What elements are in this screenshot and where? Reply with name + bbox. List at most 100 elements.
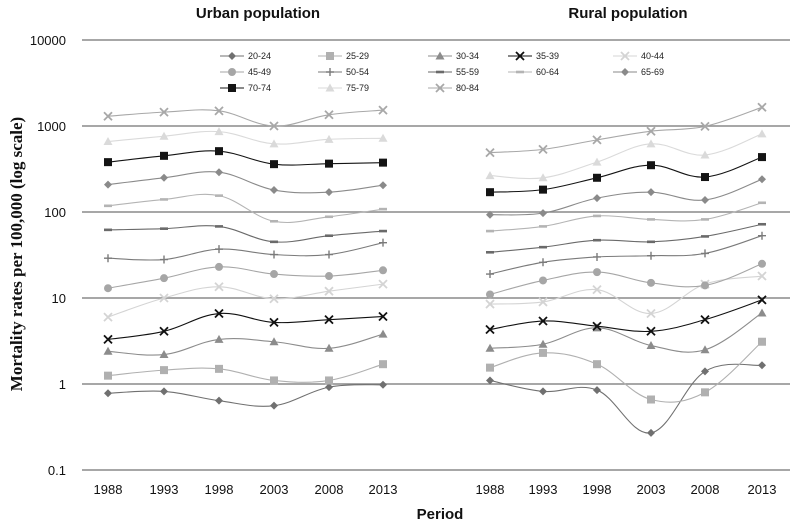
series-line-35-39	[489, 299, 763, 333]
data-point-30-34	[700, 345, 710, 354]
data-point-25-29	[758, 337, 766, 346]
legend-marker	[228, 84, 236, 92]
data-point-70-74	[539, 185, 547, 194]
x-tick-label: 2008	[315, 482, 344, 497]
series-line-55-59	[489, 223, 763, 253]
data-point-40-44	[159, 293, 169, 303]
data-point-60-64	[647, 218, 655, 221]
y-tick-label: 100	[44, 205, 66, 220]
data-point-65-69	[215, 168, 223, 177]
series-line-20-24	[107, 384, 384, 407]
x-tick-label: 2003	[637, 482, 666, 497]
data-point-70-74	[379, 158, 387, 167]
panel-title-rural: Rural population	[568, 5, 687, 22]
series-line-50-54	[107, 242, 384, 261]
data-point-55-59	[270, 240, 278, 244]
legend-label: 60-64	[536, 67, 559, 77]
data-point-35-39	[646, 326, 656, 336]
legend-item-60-64: 60-64	[508, 67, 559, 77]
data-point-45-49	[701, 281, 709, 290]
series-line-45-49	[107, 266, 384, 289]
data-point-55-59	[104, 228, 112, 232]
x-axis-label: Period	[417, 506, 464, 523]
legend-label: 80-84	[456, 83, 479, 93]
data-point-55-59	[486, 250, 494, 254]
data-point-35-39	[159, 326, 169, 336]
series-line-80-84	[107, 109, 384, 127]
data-point-25-29	[593, 360, 601, 369]
data-point-40-44	[103, 312, 113, 322]
data-point-60-64	[593, 214, 601, 218]
data-point-45-49	[379, 266, 387, 275]
series-line-70-74	[107, 150, 384, 166]
grid-layer: 0.1 1 10 100 1000 10000 1988 1993 1998 2003 2008 20…	[30, 33, 790, 497]
data-point-50-54	[104, 254, 112, 263]
series-line-80-84	[489, 106, 763, 154]
legend-item-35-39: 35-39	[508, 51, 559, 61]
data-point-65-69	[104, 180, 112, 189]
data-point-70-74	[160, 151, 168, 160]
data-point-40-44	[646, 308, 656, 319]
data-point-60-64	[160, 198, 168, 201]
data-point-30-34	[103, 346, 113, 355]
data-point-20-24	[325, 383, 333, 392]
data-point-80-84	[592, 135, 602, 145]
series-line-35-39	[107, 312, 384, 340]
x-tick-label: 1993	[150, 482, 179, 497]
series-line-65-69	[107, 171, 384, 194]
data-point-60-64	[215, 194, 223, 197]
data-point-35-39	[324, 315, 334, 325]
legend-marker	[326, 68, 334, 76]
series-line-60-64	[489, 202, 763, 232]
data-point-55-59	[539, 245, 547, 249]
data-point-55-59	[160, 227, 168, 230]
data-point-80-84	[269, 121, 279, 131]
data-point-50-54	[647, 251, 655, 260]
data-point-70-74	[701, 173, 709, 182]
data-point-80-84	[159, 107, 169, 117]
data-point-45-49	[647, 278, 655, 287]
data-point-35-39	[538, 316, 548, 326]
legend-marker	[435, 83, 445, 93]
legend-marker	[436, 70, 444, 74]
legend-item-65-69: 65-69	[613, 67, 664, 77]
data-point-45-49	[215, 262, 223, 271]
data-point-60-64	[325, 215, 333, 219]
legend: 20-24 25-29 30-34 35-39 40-44 45-49 50-54 55-59…	[220, 51, 664, 93]
data-point-40-44	[757, 271, 767, 281]
data-point-80-84	[378, 105, 388, 115]
legend-label: 70-74	[248, 83, 271, 93]
series-line-40-44	[489, 275, 763, 315]
data-point-20-24	[593, 386, 601, 395]
legend-marker	[325, 83, 335, 92]
legend-item-40-44: 40-44	[613, 51, 664, 61]
data-point-75-79	[103, 137, 113, 146]
legend-label: 20-24	[248, 51, 271, 61]
data-point-80-84	[700, 121, 710, 132]
data-point-20-24	[539, 387, 547, 396]
data-point-60-64	[486, 229, 494, 233]
data-point-70-74	[270, 160, 278, 169]
data-point-75-79	[700, 150, 710, 159]
series-line-75-79	[489, 133, 763, 180]
data-point-65-69	[486, 210, 494, 219]
data-point-40-44	[214, 282, 224, 292]
y-tick-label: 10000	[30, 33, 66, 48]
data-point-25-29	[539, 348, 547, 357]
data-point-45-49	[593, 268, 601, 277]
data-point-20-24	[104, 389, 112, 398]
data-point-65-69	[379, 181, 387, 190]
data-point-55-59	[701, 235, 709, 238]
data-point-20-24	[701, 367, 709, 376]
data-point-65-69	[593, 194, 601, 203]
data-point-25-29	[160, 366, 168, 375]
y-tick-label: 0.1	[48, 463, 66, 478]
legend-label: 50-54	[346, 67, 369, 77]
data-point-65-69	[647, 188, 655, 197]
data-point-20-24	[379, 380, 387, 389]
legend-item-30-34: 30-34	[428, 51, 479, 61]
data-point-75-79	[757, 129, 767, 138]
data-point-45-49	[486, 290, 494, 299]
data-point-55-59	[325, 234, 333, 238]
data-point-20-24	[215, 396, 223, 405]
